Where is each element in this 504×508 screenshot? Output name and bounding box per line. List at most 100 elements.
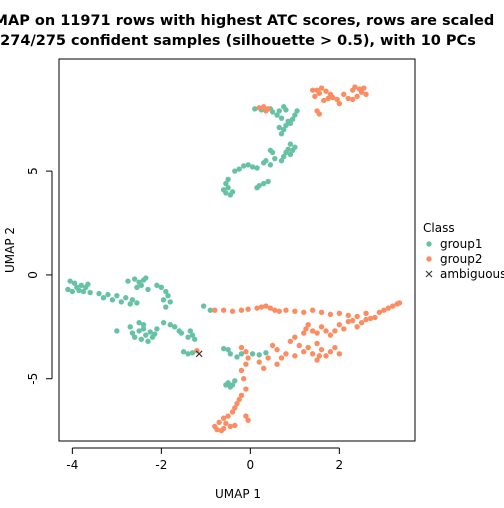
point-group2	[309, 351, 316, 357]
point-group1	[227, 351, 234, 357]
point-group2	[345, 312, 351, 319]
point-group1	[134, 284, 140, 291]
point-group2	[314, 330, 320, 336]
point-group1	[256, 352, 262, 358]
point-group1	[172, 324, 178, 330]
y-tick-label: 5	[26, 167, 40, 175]
point-group1	[276, 124, 282, 131]
point-group2	[272, 307, 278, 313]
point-group2	[292, 353, 298, 359]
point-group2	[323, 328, 329, 334]
point-group2	[256, 105, 262, 111]
point-group2	[287, 338, 294, 345]
point-group2	[305, 322, 311, 328]
point-group1	[138, 336, 145, 342]
point-group1	[276, 108, 282, 114]
point-group2	[336, 351, 343, 357]
point-group2	[314, 357, 320, 363]
y-axis: -5 0 5	[26, 167, 53, 385]
point-group1	[65, 286, 71, 293]
point-group2	[303, 326, 309, 332]
point-group2	[301, 309, 307, 315]
point-group1	[269, 109, 276, 115]
point-group1	[96, 290, 102, 297]
point-group1	[187, 328, 193, 334]
point-group1	[189, 332, 196, 338]
point-group1	[263, 158, 269, 164]
point-group2	[318, 309, 325, 315]
point-group2	[396, 300, 403, 306]
point-group2	[385, 305, 391, 311]
point-group1	[249, 351, 256, 357]
point-group2	[220, 307, 227, 313]
point-group2	[245, 355, 251, 361]
point-group2	[245, 306, 251, 312]
point-group1	[245, 162, 251, 168]
point-group2	[323, 88, 329, 94]
point-group1	[160, 297, 167, 303]
point-group2	[372, 314, 378, 321]
point-group2	[274, 346, 280, 353]
point-group2	[267, 305, 274, 311]
point-group2	[350, 96, 356, 103]
point-ambiguous	[195, 350, 203, 358]
point-group1	[143, 275, 149, 281]
point-group1	[274, 112, 280, 118]
point-group1	[223, 190, 229, 196]
point-group2	[332, 328, 338, 334]
point-group1	[87, 289, 93, 296]
legend-label-group1: group1	[440, 237, 483, 251]
x-tick-label: -4	[66, 458, 78, 472]
point-group2	[274, 361, 280, 367]
point-group2	[292, 334, 298, 340]
point-group1	[100, 295, 107, 301]
point-group2	[341, 91, 347, 97]
point-group1	[281, 126, 287, 133]
point-group1	[240, 163, 247, 169]
point-group2	[240, 376, 247, 382]
point-group1	[285, 146, 291, 153]
point-group1	[278, 115, 285, 121]
point-group2	[232, 405, 238, 411]
point-group2	[238, 367, 245, 374]
point-group1	[223, 382, 229, 388]
point-group1	[278, 131, 285, 137]
point-group2	[243, 386, 249, 392]
point-group1	[178, 330, 185, 336]
point-group1	[118, 299, 125, 305]
point-group1	[281, 153, 287, 160]
point-group2	[265, 355, 271, 361]
point-group2	[314, 340, 320, 347]
point-group1	[267, 162, 274, 168]
point-group2	[354, 93, 360, 100]
point-group2	[243, 361, 249, 367]
point-group2	[232, 422, 238, 429]
point-group1	[220, 345, 227, 352]
point-group1	[129, 330, 136, 336]
point-group1	[131, 334, 138, 340]
point-group2	[376, 309, 383, 315]
point-group1	[180, 349, 187, 355]
point-group1	[67, 278, 73, 284]
point-group2	[363, 91, 369, 97]
point-group1	[185, 334, 191, 340]
point-group2	[381, 307, 387, 313]
point-group1	[249, 164, 256, 170]
point-group1	[129, 297, 136, 303]
point-group1	[283, 122, 289, 129]
legend-label-ambiguous: ambiguous	[440, 267, 504, 281]
point-group2	[334, 96, 340, 103]
point-group2	[245, 417, 251, 423]
point-group1	[287, 141, 294, 147]
point-group1	[136, 319, 142, 326]
x-tick-label: -2	[155, 458, 167, 472]
point-group1	[71, 280, 78, 286]
point-group2	[194, 347, 200, 354]
point-group2	[258, 304, 265, 310]
y-tick-label: 0	[26, 271, 40, 279]
point-group2	[316, 353, 323, 359]
point-group2	[309, 328, 316, 334]
point-group1	[127, 301, 133, 307]
point-group1	[207, 307, 213, 313]
point-group2	[212, 307, 218, 313]
